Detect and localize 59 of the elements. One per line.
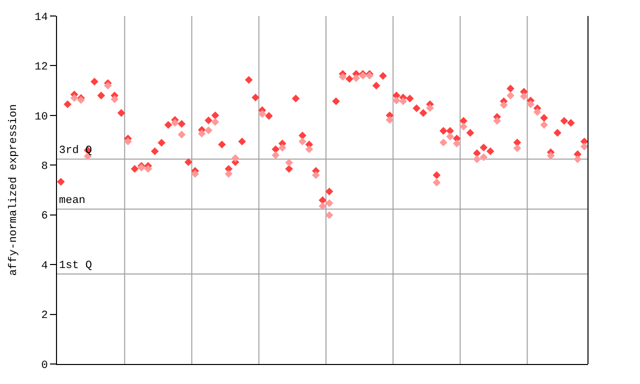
point	[178, 130, 186, 138]
point	[352, 74, 360, 82]
point	[312, 171, 320, 179]
point	[318, 202, 326, 210]
point	[171, 118, 179, 127]
point	[272, 151, 280, 160]
point	[432, 178, 441, 186]
point	[526, 100, 535, 108]
point	[191, 170, 199, 178]
y-tick-label: 10	[34, 111, 48, 124]
point	[258, 110, 266, 118]
y-tick-label: 4	[41, 260, 48, 272]
point	[278, 144, 286, 152]
point	[211, 118, 220, 126]
point	[506, 92, 514, 100]
point	[533, 108, 542, 116]
point	[338, 73, 347, 81]
point	[480, 153, 488, 162]
y-tick-label: 12	[34, 62, 48, 74]
point	[124, 138, 132, 146]
point	[325, 211, 334, 220]
point	[439, 138, 448, 146]
ref-line-label: mean	[59, 195, 86, 207]
point	[580, 142, 588, 150]
point	[204, 126, 212, 134]
point	[392, 96, 400, 104]
point	[104, 82, 112, 90]
point	[198, 130, 206, 138]
point	[325, 199, 334, 208]
y-axis-title: affy-normalized expression	[8, 104, 20, 276]
point	[513, 144, 522, 152]
point	[493, 117, 501, 125]
point	[446, 132, 454, 140]
y-tick-label: 6	[41, 210, 48, 223]
point	[224, 170, 233, 178]
y-tick-label: 2	[41, 310, 48, 322]
point	[399, 97, 408, 106]
point	[520, 92, 528, 100]
y-tick-label: 8	[41, 160, 48, 173]
point	[231, 154, 240, 162]
point	[460, 122, 468, 131]
point	[574, 155, 582, 164]
point	[70, 94, 78, 102]
ref-line-label: 3rd Q	[59, 145, 92, 157]
point	[426, 104, 434, 112]
y-tick-label: 0	[41, 360, 48, 372]
point	[500, 101, 508, 109]
point	[305, 145, 314, 154]
point	[285, 158, 293, 167]
point	[473, 155, 481, 164]
point	[298, 138, 306, 146]
point	[452, 140, 461, 148]
point	[540, 120, 548, 129]
point	[144, 164, 152, 173]
point	[546, 152, 555, 160]
point	[386, 116, 394, 124]
point	[110, 95, 118, 104]
y-tick-label: 14	[34, 12, 48, 24]
ref-line-label: 1st Q	[59, 260, 92, 272]
